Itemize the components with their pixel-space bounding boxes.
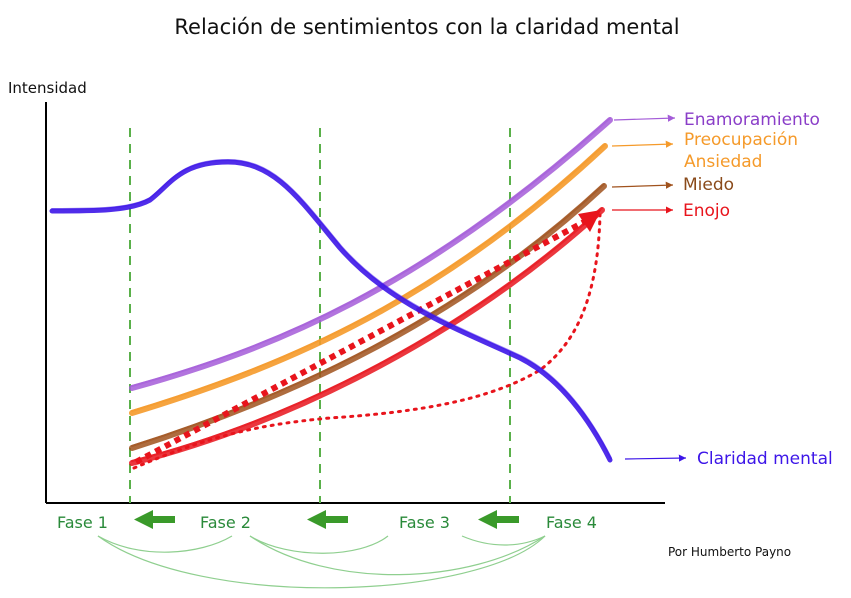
preocupacion-pointer [611,140,674,148]
claridad-mental-curve [49,158,613,463]
enamoramiento-curve [129,117,613,391]
phase-label-4: Fase 4 [546,513,597,532]
enojo-label: Enojo [683,201,730,221]
back-arrow-icon [478,510,519,529]
preocupacion-label: Preocupación [684,130,798,150]
phase-arcs [97,535,546,589]
phase-label-2: Fase 2 [200,513,251,532]
ansiedad-label: Ansiedad [684,152,762,172]
miedo-pointer [611,181,674,189]
back-arrow-icon [307,510,348,529]
enamoramiento-label: Enamoramiento [684,110,820,130]
back-arrow-icon [134,510,175,529]
phase-label-3: Fase 3 [399,513,450,532]
miedo-label: Miedo [683,175,734,195]
preocupacion-curve [129,143,608,416]
diagram-title: Relación de sentimientos con la claridad… [174,15,679,39]
phase-label-1: Fase 1 [57,513,108,532]
miedo-curve [129,183,607,451]
enojo-trend-arrow [134,210,601,465]
y-axis-label: Intensidad [8,79,87,97]
claridad-pointer [624,454,687,462]
enojo-dotted-curve [132,213,602,470]
claridad-mental-label: Claridad mental [697,449,833,469]
enamoramiento-pointer [613,114,676,122]
author-credit: Por Humberto Payno [668,545,791,559]
